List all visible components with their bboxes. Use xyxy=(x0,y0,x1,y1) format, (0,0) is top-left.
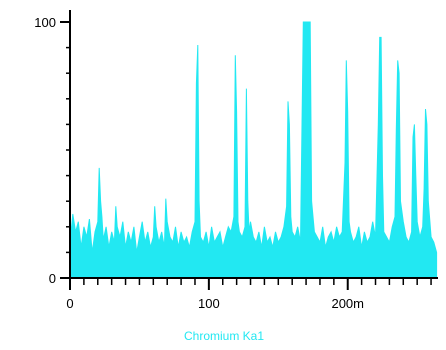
series-area-0 xyxy=(69,21,438,279)
series-layer xyxy=(69,21,438,279)
y-tick-label: 100 xyxy=(34,15,56,30)
x-axis-label: Chromium Ka1 xyxy=(184,329,264,343)
x-tick-label: 200m xyxy=(331,296,364,311)
ticks-layer: 0 100 200m 0 100 xyxy=(34,15,432,311)
x-tick-label: 100 xyxy=(198,296,220,311)
x-tick-label: 0 xyxy=(66,296,73,311)
y-tick-label: 0 xyxy=(49,271,56,286)
